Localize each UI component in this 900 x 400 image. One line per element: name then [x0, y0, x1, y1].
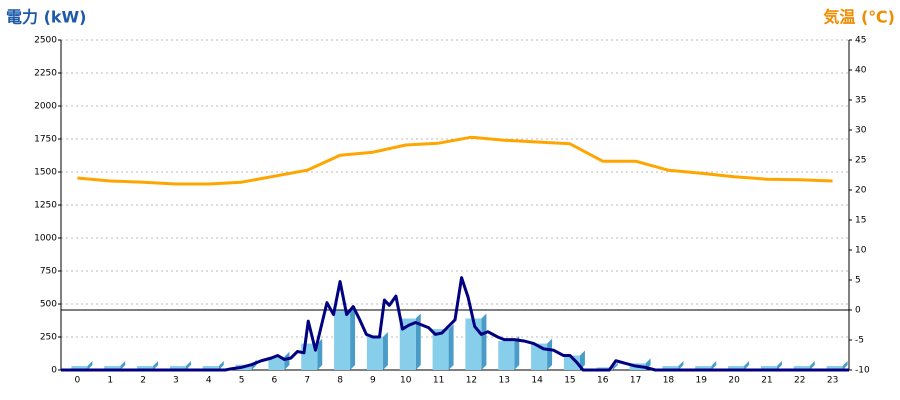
right-axis-title: 気温 (℃)	[823, 8, 895, 27]
bar	[563, 355, 580, 370]
x-tick-label: 1	[107, 376, 113, 386]
y-tick-label: 2500	[34, 36, 57, 46]
x-tick-label: 11	[433, 376, 444, 386]
x-tick-label: 19	[696, 376, 708, 386]
x-tick-label: 9	[370, 376, 376, 386]
x-tick-label: 12	[466, 376, 477, 386]
bar-side	[415, 313, 421, 370]
bar-side	[448, 324, 454, 370]
x-tick-label: 18	[663, 376, 675, 386]
y-tick-label: 1500	[34, 168, 57, 178]
bar	[728, 366, 745, 370]
y-tick-label: 2250	[34, 69, 57, 79]
x-tick-label: 6	[272, 376, 278, 386]
bar	[137, 366, 154, 370]
bar	[268, 356, 285, 370]
y2-tick-label: 20	[855, 186, 867, 196]
bar	[334, 310, 351, 370]
bar-side	[579, 350, 585, 370]
bar	[432, 329, 449, 370]
left-axis-title: 電力 (kW)	[6, 8, 87, 27]
temperature-line	[77, 135, 833, 186]
bar-side	[284, 351, 290, 370]
bar-side	[218, 361, 224, 370]
bar-side	[514, 335, 520, 370]
bar	[104, 366, 121, 370]
bar-side	[776, 361, 782, 370]
x-tick-label: 20	[728, 376, 740, 386]
y2-tick-label: 45	[855, 36, 866, 46]
power-line	[61, 276, 849, 372]
x-tick-label: 21	[761, 376, 772, 386]
x-tick-label: 3	[173, 376, 179, 386]
x-tick-label: 15	[564, 376, 575, 386]
x-tick-label: 10	[400, 376, 412, 386]
bar-side	[382, 332, 388, 370]
y2-tick-label: 0	[855, 306, 861, 316]
y2-tick-label: -5	[855, 336, 864, 346]
bar-side	[185, 361, 191, 370]
bar	[202, 366, 219, 370]
bar-side	[350, 305, 356, 370]
bar-side	[547, 338, 553, 370]
x-tick-label: 13	[499, 376, 510, 386]
x-tick-label: 17	[630, 376, 641, 386]
y2-tick-label: 5	[855, 276, 861, 286]
bar	[498, 340, 515, 370]
x-tick-label: 2	[140, 376, 146, 386]
y-tick-label: 1750	[34, 135, 57, 145]
bar-side	[809, 361, 815, 370]
y2-tick-label: 30	[855, 126, 867, 136]
bar	[826, 366, 843, 370]
bar-side	[711, 361, 717, 370]
bar	[169, 366, 186, 370]
x-tick-label: 23	[827, 376, 838, 386]
y2-tick-label: 10	[855, 246, 867, 256]
bar	[71, 366, 88, 370]
bar	[366, 337, 383, 370]
y2-tick-label: -10	[855, 366, 870, 376]
y2-tick-label: 15	[855, 216, 866, 226]
x-tick-label: 14	[531, 376, 543, 386]
y-tick-label: 1000	[34, 234, 57, 244]
y2-tick-label: 25	[855, 156, 866, 166]
bar	[399, 318, 416, 370]
y-tick-label: 250	[40, 333, 57, 343]
y-tick-label: 500	[40, 300, 57, 310]
bar-side	[87, 361, 93, 370]
y-tick-label: 750	[40, 267, 57, 277]
x-tick-label: 22	[794, 376, 805, 386]
y-tick-label: 0	[51, 366, 57, 376]
x-tick-label: 4	[206, 376, 212, 386]
x-tick-label: 8	[337, 376, 343, 386]
bar	[695, 366, 712, 370]
bar	[662, 366, 679, 370]
bar	[760, 366, 777, 370]
bar-side	[120, 361, 126, 370]
bar	[793, 366, 810, 370]
bar-side	[153, 361, 159, 370]
bar-side	[678, 361, 684, 370]
x-tick-label: 7	[304, 376, 310, 386]
y-tick-label: 2000	[34, 102, 57, 112]
x-tick-label: 5	[239, 376, 245, 386]
bar-side	[317, 338, 323, 370]
bar-side	[481, 313, 487, 370]
bar-side	[842, 361, 848, 370]
y-tick-label: 1250	[34, 201, 57, 211]
bar-side	[612, 362, 618, 370]
x-tick-label: 16	[597, 376, 609, 386]
bar-side	[744, 361, 750, 370]
y2-tick-label: 35	[855, 96, 866, 106]
x-tick-label: 0	[75, 376, 81, 386]
y2-tick-label: 40	[855, 66, 867, 76]
